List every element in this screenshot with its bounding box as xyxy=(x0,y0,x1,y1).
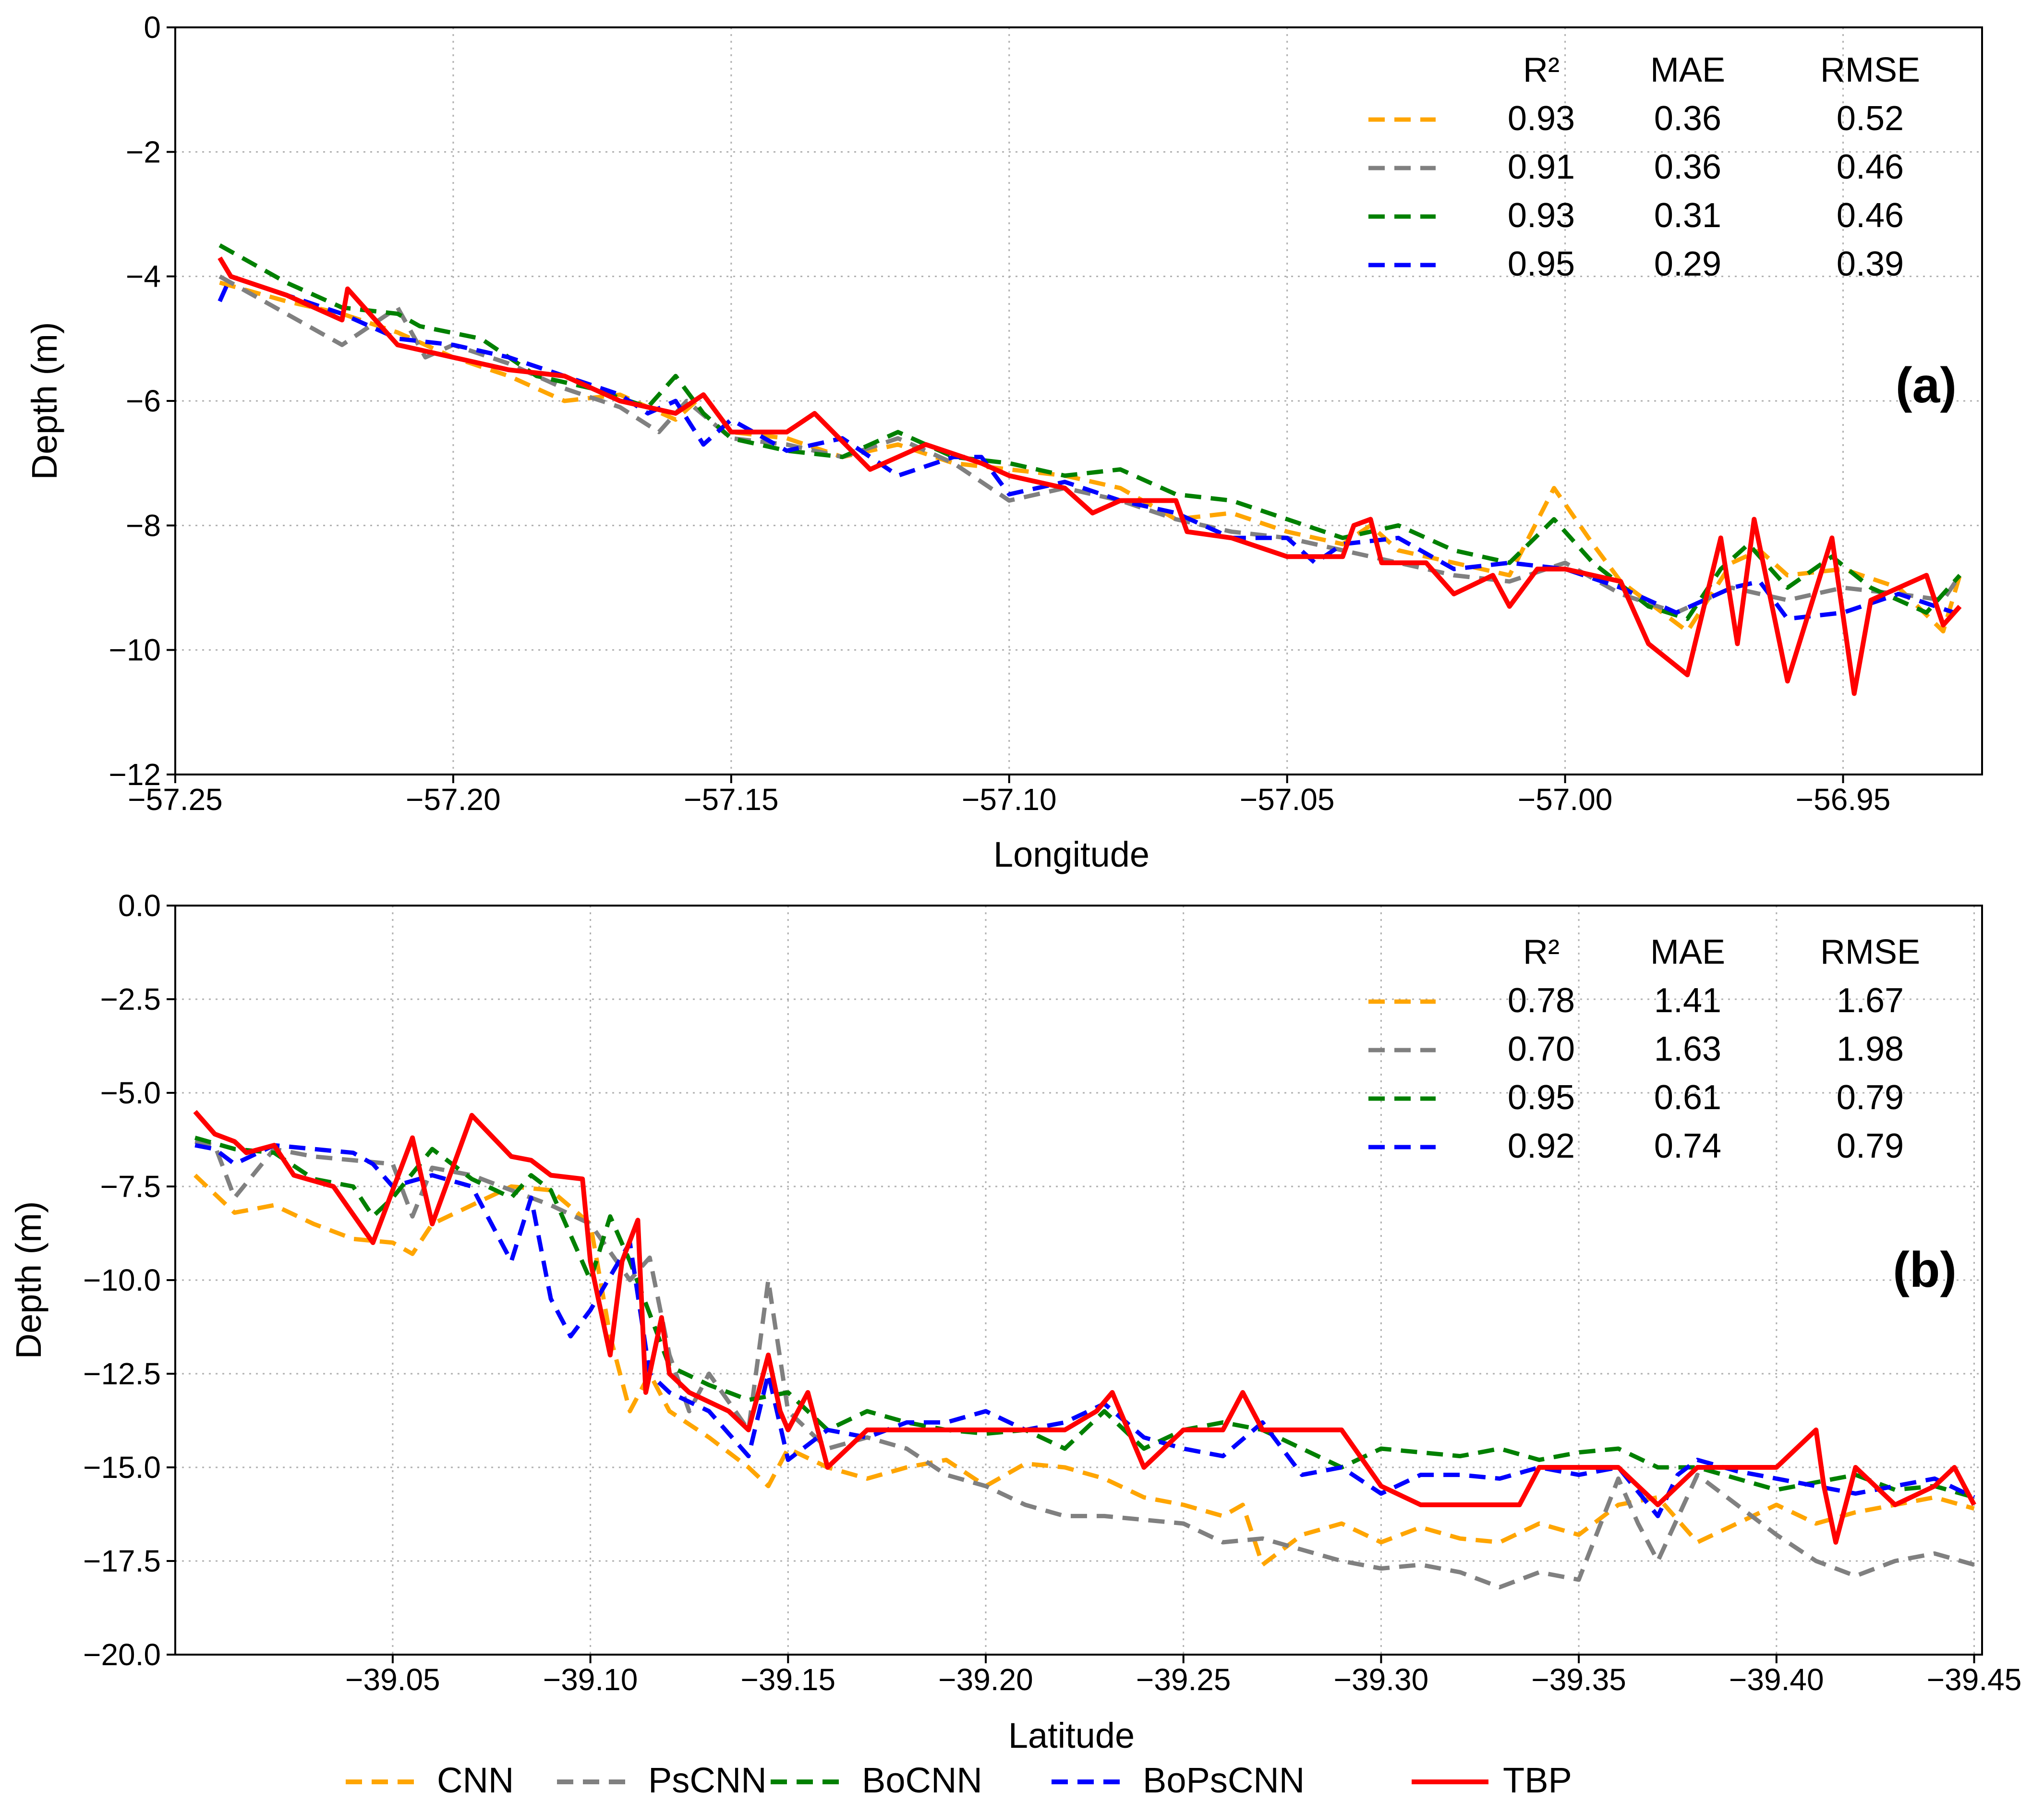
stats-value: 0.93 xyxy=(1508,99,1575,138)
y-tick-label: −6 xyxy=(126,384,161,418)
x-axis-label: Latitude xyxy=(1008,1716,1135,1755)
stats-header: RMSE xyxy=(1820,933,1920,971)
plot-frame xyxy=(174,26,1983,775)
series-lines xyxy=(218,243,1962,696)
series-line-bocnn xyxy=(194,1136,1975,1500)
y-tick-label: −20.0 xyxy=(83,1637,161,1672)
y-tick-label: −17.5 xyxy=(83,1544,161,1578)
x-tick-label: −57.10 xyxy=(962,782,1057,817)
chart-panel-b: −39.05 −39.10 −39.15 −39.20 −39.25 −39.30 −39.… xyxy=(9,888,2021,1755)
x-tick-label: −39.05 xyxy=(345,1662,440,1697)
x-tick-label: −57.15 xyxy=(684,782,779,817)
stats-value: 0.92 xyxy=(1508,1127,1575,1165)
stats-value: 0.91 xyxy=(1508,148,1575,186)
panel-label: (a) xyxy=(1896,358,1957,413)
stats-value: 0.52 xyxy=(1837,99,1904,138)
series-line-bocnn xyxy=(218,243,1962,621)
y-tick-label: −8 xyxy=(126,508,161,543)
gridlines xyxy=(174,26,1982,775)
x-tick-label: −39.20 xyxy=(938,1662,1033,1697)
x-axis: −57.25 −57.20 −57.15 −57.10 −57.05 −57.00 −56.… xyxy=(128,774,1890,817)
series-line-bopscnn xyxy=(194,1143,1975,1518)
stats-value: 0.46 xyxy=(1837,196,1904,235)
x-tick-label: −57.20 xyxy=(406,782,501,817)
series-line-cnn xyxy=(194,1174,1975,1567)
y-axis: −20.0 −17.5 −15.0 −12.5 −10.0 −7.5 −5.0 −2.5 0.0 xyxy=(83,888,175,1672)
stats-header: MAE xyxy=(1650,51,1725,89)
stats-header: RMSE xyxy=(1820,51,1920,89)
y-tick-label: 0.0 xyxy=(118,888,161,923)
series-lines xyxy=(193,1110,1976,1590)
x-tick-label: −39.40 xyxy=(1729,1662,1824,1697)
stats-value: 0.95 xyxy=(1508,245,1575,283)
stats-table: R² MAE RMSE 0.78 1.41 1.67 0.70 1.63 1.98 0.95 0.6… xyxy=(1368,933,1920,1165)
stats-value: 0.36 xyxy=(1654,99,1721,138)
panel-label: (b) xyxy=(1893,1242,1957,1298)
x-tick-label: −39.10 xyxy=(543,1662,638,1697)
y-tick-label: −10 xyxy=(109,633,161,667)
legend-label: BoCNN xyxy=(862,1760,982,1800)
y-tick-label: −5.0 xyxy=(100,1076,161,1110)
y-axis-label: Depth (m) xyxy=(9,1201,48,1359)
stats-value: 0.46 xyxy=(1837,148,1904,186)
legend-label: TBP xyxy=(1503,1760,1572,1800)
legend: CNN PsCNN BoCNN BoPsCNN TBP xyxy=(346,1760,1572,1800)
legend-label: PsCNN xyxy=(648,1760,767,1800)
stats-value: 1.67 xyxy=(1837,981,1904,1020)
stats-value: 0.78 xyxy=(1508,981,1575,1020)
series-line-pscnn xyxy=(218,274,1962,615)
x-axis: −39.05 −39.10 −39.15 −39.20 −39.25 −39.30 −39.… xyxy=(345,1655,2021,1697)
chart-panel-a: −57.25 −57.20 −57.15 −57.10 −57.05 −57.00 −56.… xyxy=(24,10,1983,874)
x-tick-label: −39.30 xyxy=(1334,1662,1429,1697)
stats-value: 0.79 xyxy=(1837,1078,1904,1117)
x-tick-label: −39.15 xyxy=(741,1662,836,1697)
stats-header: R² xyxy=(1523,51,1560,89)
x-tick-label: −56.95 xyxy=(1796,782,1891,817)
stats-header: MAE xyxy=(1650,933,1725,971)
x-tick-label: −57.25 xyxy=(128,782,223,817)
y-tick-label: −4 xyxy=(126,259,161,294)
y-axis: −12 −10 −8 −6 −4 −2 0 xyxy=(109,10,175,792)
legend-label: CNN xyxy=(437,1760,514,1800)
x-tick-label: −57.05 xyxy=(1240,782,1335,817)
stats-header: R² xyxy=(1523,933,1560,971)
y-axis-label: Depth (m) xyxy=(24,322,64,480)
stats-value: 0.61 xyxy=(1654,1078,1721,1117)
y-tick-label: −15.0 xyxy=(83,1450,161,1485)
stats-value: 0.79 xyxy=(1837,1127,1904,1165)
x-axis-label: Longitude xyxy=(993,835,1149,874)
stats-value: 0.36 xyxy=(1654,148,1721,186)
series-line-tbp xyxy=(193,1110,1976,1545)
x-tick-label: −39.45 xyxy=(1927,1662,2022,1697)
series-line-cnn xyxy=(219,280,1962,634)
series-line-bopscnn xyxy=(218,274,1955,621)
stats-value: 0.93 xyxy=(1508,196,1575,235)
stats-value: 0.74 xyxy=(1654,1127,1721,1165)
y-tick-label: −12.5 xyxy=(83,1356,161,1391)
stats-value: 0.29 xyxy=(1654,245,1721,283)
stats-value: 1.98 xyxy=(1837,1030,1904,1068)
stats-value: 0.39 xyxy=(1837,245,1904,283)
x-tick-label: −39.25 xyxy=(1136,1662,1231,1697)
y-tick-label: −2 xyxy=(126,134,161,169)
y-tick-label: −2.5 xyxy=(100,982,161,1016)
x-tick-label: −57.00 xyxy=(1518,782,1613,817)
series-line-pscnn xyxy=(194,1139,1975,1590)
stats-value: 1.41 xyxy=(1654,981,1721,1020)
stats-table: R² MAE RMSE 0.93 0.36 0.52 0.91 0.36 0.46 0.93 0.3… xyxy=(1368,51,1920,283)
y-tick-label: −10.0 xyxy=(83,1263,161,1297)
stats-value: 0.95 xyxy=(1508,1078,1575,1117)
y-tick-label: −7.5 xyxy=(100,1169,161,1204)
x-tick-label: −39.35 xyxy=(1531,1662,1626,1697)
y-tick-label: −12 xyxy=(109,757,161,792)
stats-value: 1.63 xyxy=(1654,1030,1721,1068)
y-tick-label: 0 xyxy=(144,10,161,45)
stats-value: 0.70 xyxy=(1508,1030,1575,1068)
stats-value: 0.31 xyxy=(1654,196,1721,235)
series-line-tbp xyxy=(218,256,1962,696)
legend-label: BoPsCNN xyxy=(1143,1760,1305,1800)
